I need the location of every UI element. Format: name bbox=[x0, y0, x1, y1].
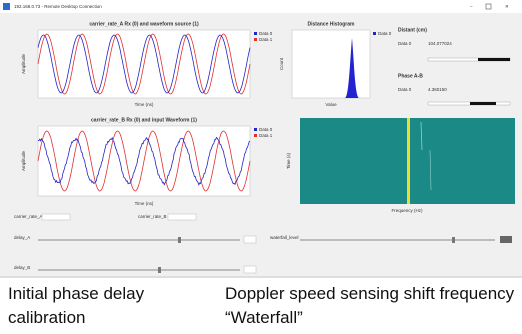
close-button[interactable]: ✕ bbox=[505, 4, 509, 9]
legend-label: Data 0 bbox=[378, 31, 392, 36]
legend-swatch bbox=[254, 134, 257, 137]
waveform bbox=[37, 34, 251, 94]
plot-title: carrier_rate_A Rx (0) and waveform sourc… bbox=[89, 21, 199, 27]
x-axis-label: Time (ns) bbox=[135, 102, 154, 107]
indicator-name: Data 0 bbox=[398, 87, 412, 92]
legend-label: Data 0 bbox=[259, 127, 273, 132]
title-bar bbox=[0, 0, 522, 13]
window-title: 192.168.0.73 - Remote Desktop Connection bbox=[14, 4, 102, 9]
legend-swatch bbox=[254, 38, 257, 41]
app-icon bbox=[3, 3, 10, 10]
waterfall-trace bbox=[420, 121, 423, 151]
waterfall-trace bbox=[429, 149, 432, 191]
indicator-label: Distant (cm) bbox=[398, 27, 427, 33]
slider-value[interactable] bbox=[243, 235, 257, 244]
slider-value[interactable] bbox=[500, 236, 512, 243]
waveform bbox=[37, 136, 251, 186]
plot-title: carrier_rate_B Rx (0) and input Waveform… bbox=[91, 117, 197, 123]
plot-area bbox=[291, 29, 371, 99]
waveforms bbox=[37, 33, 251, 192]
gauge-fill bbox=[478, 58, 510, 61]
caption: Doppler speed sensing shift frequency “W… bbox=[225, 284, 515, 327]
x-axis-label: Value bbox=[325, 102, 337, 107]
legend-label: Data 1 bbox=[259, 133, 273, 138]
remote-desktop-window: 192.168.0.73 - Remote Desktop Connection… bbox=[0, 0, 522, 278]
x-axis-label: Time (ns) bbox=[135, 201, 154, 206]
numeric-input[interactable] bbox=[167, 213, 197, 221]
plot-title: Distance Histogram bbox=[308, 21, 356, 27]
control-label: carrier_rate_A bbox=[14, 214, 43, 219]
x-axis-label: Frequency (Hz) bbox=[391, 208, 423, 213]
indicator-name: Data 0 bbox=[398, 41, 412, 46]
legend-label: Data 1 bbox=[259, 37, 273, 42]
y-axis-label: Amplitude bbox=[21, 54, 26, 75]
control-label: carrier_rate_B bbox=[138, 214, 167, 219]
maximize-button[interactable] bbox=[485, 3, 492, 10]
gauge-fill bbox=[470, 102, 496, 105]
control-label: delay_A bbox=[14, 235, 30, 240]
legend-swatch bbox=[373, 32, 376, 35]
numeric-input[interactable] bbox=[41, 213, 71, 221]
gauge bbox=[427, 101, 511, 106]
y-axis-label: Count bbox=[279, 57, 284, 70]
waveform bbox=[37, 33, 251, 95]
y-axis-label: Time (s) bbox=[286, 152, 291, 169]
legend-swatch bbox=[254, 32, 257, 35]
slider-value[interactable] bbox=[243, 265, 257, 274]
control-label: delay_B bbox=[14, 265, 30, 270]
minimize-button[interactable]: – bbox=[470, 4, 473, 9]
slider-knob[interactable] bbox=[178, 237, 181, 243]
caption: Initial phase delay calibration bbox=[8, 284, 145, 327]
indicator-value: 104.077024 bbox=[428, 41, 452, 46]
histogram-peak bbox=[345, 38, 359, 98]
indicator-label: Phase A-B bbox=[398, 73, 423, 79]
waterfall-line bbox=[407, 118, 410, 204]
control-label: waterfall_level bbox=[270, 235, 299, 240]
slider-knob[interactable] bbox=[452, 237, 455, 243]
indicator-value: 4.360150 bbox=[428, 87, 447, 92]
legend-label: Data 0 bbox=[259, 31, 273, 36]
waveform bbox=[37, 130, 251, 192]
slider-knob[interactable] bbox=[158, 267, 161, 273]
y-axis-label: Amplitude bbox=[21, 151, 26, 172]
legend-swatch bbox=[254, 128, 257, 131]
